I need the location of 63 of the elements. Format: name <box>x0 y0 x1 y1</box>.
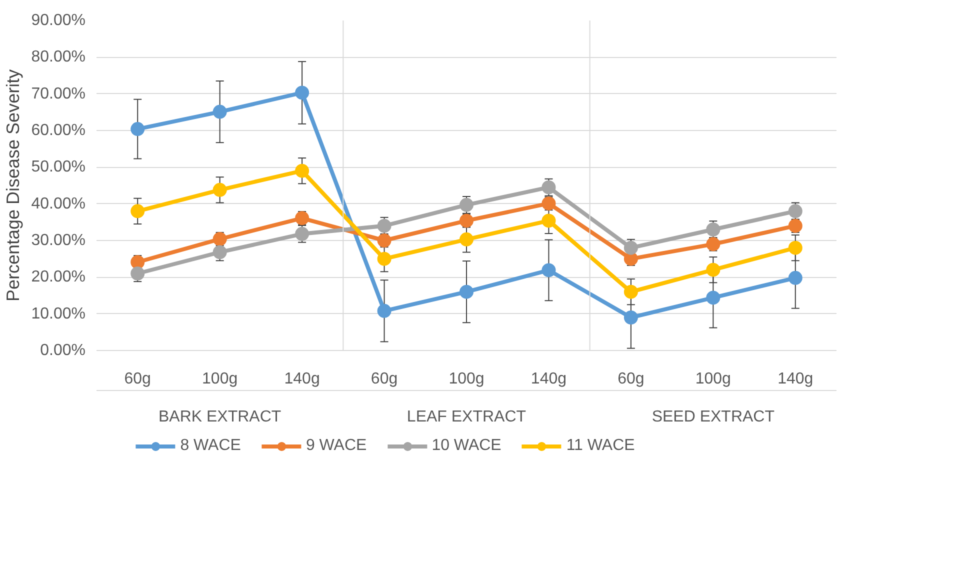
point <box>542 196 556 210</box>
x-tick-label: 140g <box>284 370 320 388</box>
point <box>377 304 392 318</box>
point <box>460 232 474 246</box>
point <box>460 284 474 299</box>
y-axis-title: Percentage Disease Severity <box>3 69 24 302</box>
x-tick-label: 60g <box>618 370 644 388</box>
point <box>788 270 802 285</box>
point <box>212 245 227 260</box>
x-tick-label: 100g <box>695 370 731 388</box>
point <box>542 180 556 194</box>
y-tick-label: 50.00% <box>31 158 86 176</box>
point <box>542 263 556 278</box>
point <box>377 218 392 233</box>
point <box>212 232 227 246</box>
point <box>788 240 802 255</box>
y-tick-label: 90.00% <box>31 12 86 29</box>
y-tick-label: 70.00% <box>31 85 86 102</box>
y-tick-label: 20.00% <box>31 268 86 286</box>
point <box>788 218 802 233</box>
point <box>130 122 145 136</box>
legend-label: 9 WACE <box>306 437 367 455</box>
point <box>624 252 638 266</box>
legend-label: 11 WACE <box>566 437 635 455</box>
point <box>377 252 392 266</box>
point <box>212 104 227 119</box>
legend-label: 8 WACE <box>180 437 241 455</box>
y-tick-label: 40.00% <box>31 195 86 212</box>
point <box>706 237 720 252</box>
point <box>130 204 145 218</box>
y-tick-label: 80.00% <box>31 48 86 66</box>
point <box>377 234 392 248</box>
point <box>788 204 802 218</box>
x-tick-label: 100g <box>202 370 238 388</box>
point <box>130 266 145 280</box>
legend-label: 10 WACE <box>432 437 502 455</box>
point <box>295 226 310 241</box>
point <box>624 310 638 324</box>
x-tick-label: 60g <box>370 370 398 388</box>
point <box>706 262 720 277</box>
x-tick-label: 60g <box>124 370 151 388</box>
x-tick-label: 100g <box>448 370 484 388</box>
y-tick-label: 10.00% <box>31 305 86 322</box>
text: SEED EXTRACT <box>652 408 775 426</box>
text: BARK EXTRACT <box>158 408 282 426</box>
point <box>295 164 310 178</box>
point <box>295 86 310 100</box>
point <box>212 182 227 197</box>
point <box>706 222 720 236</box>
x-tick-label: 140g <box>778 370 814 388</box>
point <box>460 198 474 212</box>
point <box>706 290 720 305</box>
point <box>460 214 474 228</box>
text: LEAF EXTRACT <box>406 408 526 426</box>
x-tick-label: 140g <box>530 370 567 388</box>
point <box>624 284 638 299</box>
y-tick-label: 30.00% <box>31 232 86 249</box>
point <box>295 211 310 226</box>
y-tick-label: 0.00% <box>40 342 86 359</box>
y-tick-label: 60.00% <box>31 122 86 139</box>
point <box>542 214 556 228</box>
point <box>624 240 638 255</box>
point <box>130 255 145 270</box>
